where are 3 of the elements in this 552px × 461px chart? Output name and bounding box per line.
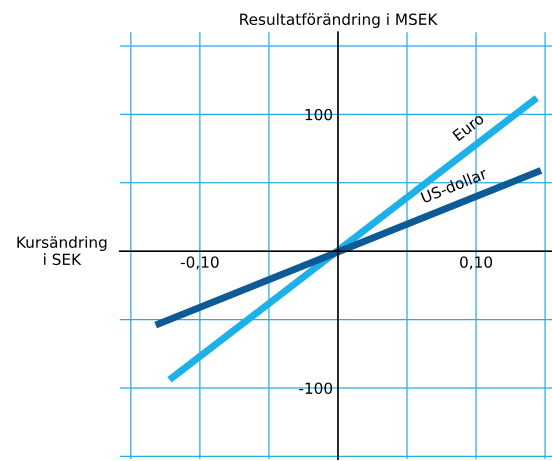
- text: Euro: [452, 112, 485, 142]
- y-axis-title: Resultatförändring i MSEK: [240, 13, 438, 28]
- x-axis-title: Kursändring i SEK: [17, 236, 106, 266]
